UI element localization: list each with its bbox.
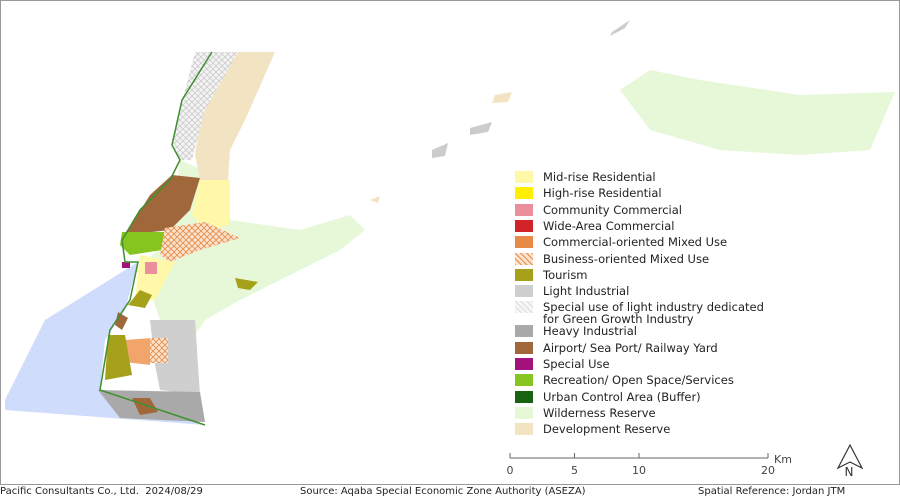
legend-swatch [515,187,533,200]
legend-swatch [515,252,533,265]
legend-label: Community Commercial [543,202,682,217]
legend-label: Tourism [543,267,588,282]
legend-swatch [515,285,533,298]
legend-label: Urban Control Area (Buffer) [543,389,701,404]
legend-swatch [515,236,533,249]
legend-label: Mid-rise Residential [543,170,656,184]
legend-label: Light Industrial [543,284,630,299]
legend-label: Special Use [543,357,610,371]
legend-label: Recreation/ Open Space/Services [543,373,734,388]
north-label: N [845,465,854,479]
legend-label: Wilderness Reserve [543,405,656,420]
legend-swatch [515,406,533,419]
scale-label: 0 [507,464,514,477]
legend-swatch [515,374,533,387]
legend-label: Wide-Area Commercial [543,218,675,233]
legend-swatch [515,268,533,281]
legend-swatch [515,423,533,436]
land-use-map [5,20,895,426]
legend-label: High-rise Residential [543,186,662,201]
footer-source: Source: Aqaba Special Economic Zone Auth… [300,486,586,497]
legend-swatch [515,301,533,314]
legend-swatch [515,341,533,354]
footer-reference: Spatial Reference: Jordan JTM [698,486,846,497]
north-arrow: N [836,443,864,479]
legend-swatch [515,171,533,183]
scale-label: 20 [761,464,775,477]
legend-swatch [515,203,533,216]
legend-label: Development Reserve [543,422,671,437]
legend-swatch [515,358,533,370]
scale-unit: Km [774,453,792,466]
legend-label: Airport/ Sea Port/ Railway Yard [543,340,718,355]
scale-label: 5 [571,464,578,477]
footer-credit: Pacific Consultants Co., Ltd. 2024/08/29 [0,486,203,497]
legend-label: Special use of light industry dedicated … [543,300,764,327]
legend-label: Commercial-oriented Mixed Use [543,235,728,250]
legend-label: Heavy Industrial [543,324,637,339]
legend-swatch [515,390,533,403]
legend-swatch [515,325,533,338]
legend-swatch [515,219,533,232]
legend-label: Business-oriented Mixed Use [543,251,710,266]
scale-label: 10 [632,464,646,477]
